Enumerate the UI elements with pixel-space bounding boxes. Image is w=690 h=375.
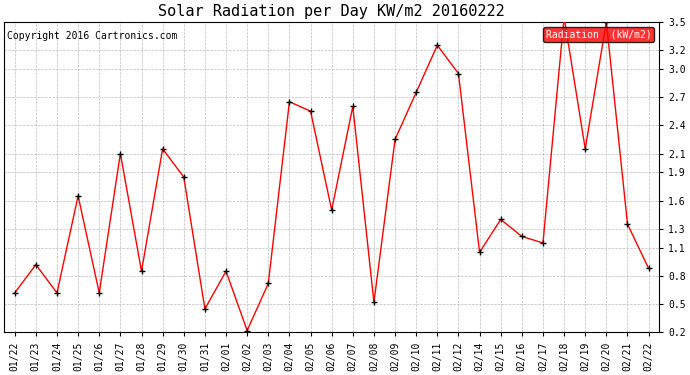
Text: Copyright 2016 Cartronics.com: Copyright 2016 Cartronics.com: [8, 31, 178, 41]
Legend: Radiation  (kW/m2): Radiation (kW/m2): [543, 27, 654, 42]
Title: Solar Radiation per Day KW/m2 20160222: Solar Radiation per Day KW/m2 20160222: [158, 4, 505, 19]
